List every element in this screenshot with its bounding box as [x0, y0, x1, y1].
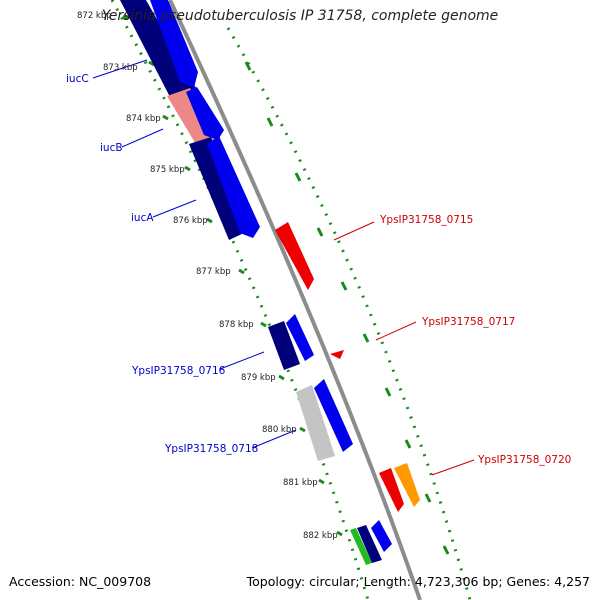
gene-0717-block[interactable] — [330, 350, 344, 359]
genome-title: Yersinia pseudotuberculosis IP 31758, co… — [101, 8, 499, 24]
gene-blue-arrow-5[interactable] — [314, 379, 353, 452]
inner-tick-track — [110, 0, 370, 600]
gene-0718-block[interactable] — [296, 385, 335, 461]
gene-blue-arrow-2[interactable] — [186, 87, 224, 140]
gene-label-0715[interactable]: YpsIP31758_0715 — [379, 214, 473, 226]
tick-label-873: 873 kbp — [103, 63, 138, 73]
tick-label-876: 876 kbp — [173, 216, 208, 226]
tick-label-880: 880 kbp — [262, 425, 297, 435]
gene-0720-orange-block[interactable] — [394, 463, 420, 507]
accession-label: Accession: NC_009708 — [9, 574, 152, 589]
gene-green-block[interactable] — [350, 528, 372, 565]
gene-blue-arrow-3[interactable] — [207, 136, 260, 238]
gene-label-iucC[interactable]: iucC — [66, 73, 89, 85]
tick-label-881: 881 kbp — [283, 478, 318, 488]
gene-label-0718[interactable]: YpsIP31758_0718 — [164, 443, 258, 455]
tick-label-872: 872 kbp — [77, 11, 112, 21]
tick-label-875: 875 kbp — [150, 165, 185, 175]
outer-tick-track — [226, 27, 472, 600]
tick-label-882: 882 kbp — [303, 531, 338, 541]
gene-0715-block[interactable] — [275, 222, 314, 290]
tick-label-878: 878 kbp — [219, 320, 254, 330]
tick-label-879: 879 kbp — [241, 373, 276, 383]
gene-0720-red-block[interactable] — [379, 468, 404, 512]
gene-iucA-block[interactable] — [189, 137, 246, 240]
tick-label-877: 877 kbp — [196, 267, 231, 277]
outer-tick-marks — [244, 61, 450, 555]
genome-stats-label: Topology: circular; Length: 4,723,306 bp… — [246, 574, 590, 589]
gene-label-iucA[interactable]: iucA — [131, 212, 154, 224]
gene-label-0720[interactable]: YpsIP31758_0720 — [477, 454, 571, 466]
callout-lines — [92, 59, 475, 476]
genome-backbone — [168, 0, 422, 600]
gene-label-0717[interactable]: YpsIP31758_0717 — [421, 316, 515, 328]
gene-small-dark-block[interactable] — [357, 525, 382, 563]
gene-blue-arrow-4[interactable] — [286, 314, 314, 361]
gene-blue-arrow-6[interactable] — [371, 520, 392, 552]
tick-marks — [122, 14, 343, 537]
gene-blue-arrow-1[interactable] — [150, 0, 198, 88]
gene-0716-block[interactable] — [268, 321, 300, 370]
gene-label-iucB[interactable]: iucB — [100, 142, 123, 154]
gene-label-0716[interactable]: YpsIP31758_0716 — [131, 365, 226, 377]
tick-label-874: 874 kbp — [126, 114, 161, 124]
